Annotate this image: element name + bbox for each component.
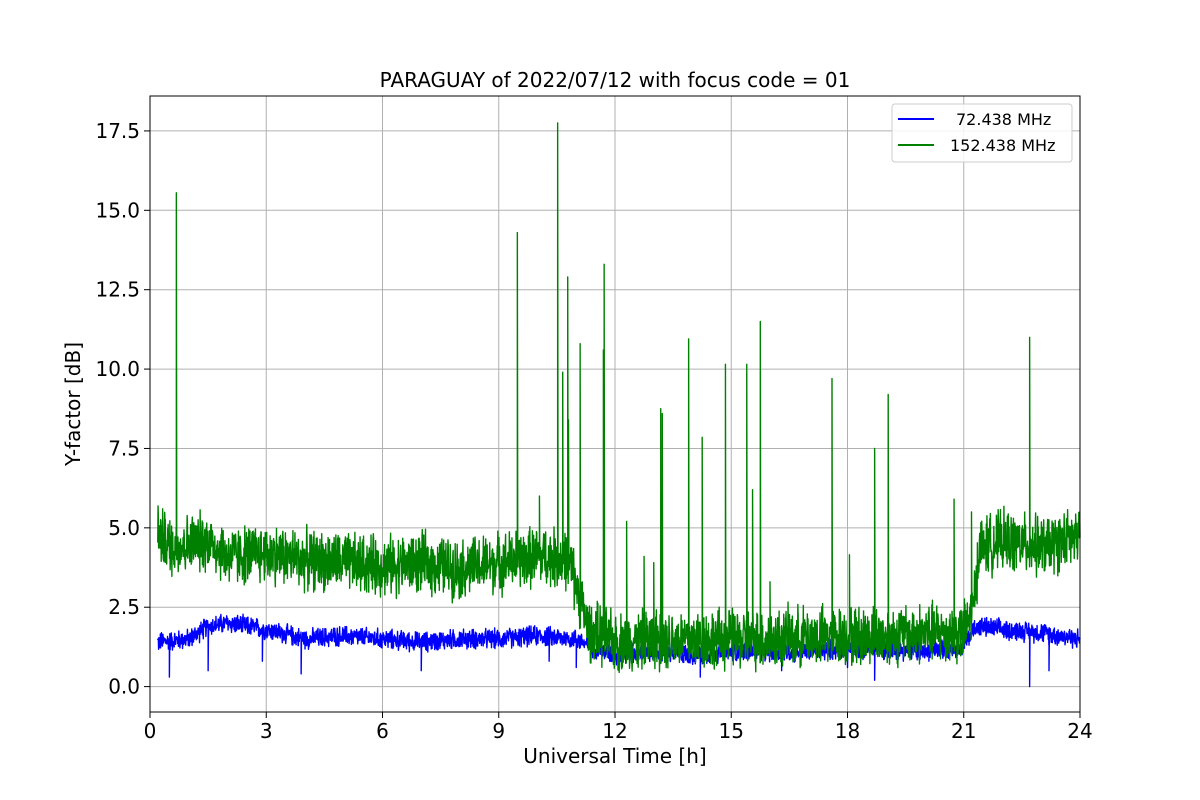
x-axis-ticks: 0 3 6 9 12 15 18 21 24 (144, 712, 1093, 743)
y-tick-label: 7.5 (108, 436, 140, 460)
y-tick-label: 10.0 (95, 357, 140, 381)
y-tick-label: 17.5 (95, 119, 140, 143)
y-tick-label: 15.0 (95, 198, 140, 222)
y-tick-label: 5.0 (108, 516, 140, 540)
x-tick-label: 12 (602, 719, 627, 743)
legend-label-152mhz: 152.438 MHz (950, 136, 1055, 155)
legend: 72.438 MHz 152.438 MHz (891, 103, 1073, 163)
x-tick-label: 18 (835, 719, 860, 743)
legend-box (891, 103, 1073, 163)
x-axis-label: Universal Time [h] (523, 744, 706, 768)
series-line-152mhz (157, 122, 1081, 674)
x-tick-label: 15 (719, 719, 744, 743)
y-tick-label: 2.5 (108, 595, 140, 619)
x-tick-label: 9 (492, 719, 505, 743)
x-tick-label: 24 (1067, 719, 1092, 743)
y-axis-label: Y-factor [dB] (61, 342, 85, 467)
y-tick-label: 0.0 (108, 675, 140, 699)
y-axis-ticks: 0.0 2.5 5.0 7.5 10.0 12.5 15.0 17.5 (95, 119, 150, 699)
x-tick-label: 0 (144, 719, 157, 743)
series-layer (157, 122, 1081, 688)
x-tick-label: 3 (260, 719, 273, 743)
chart-title: PARAGUAY of 2022/07/12 with focus code =… (380, 68, 851, 92)
x-tick-label: 6 (376, 719, 389, 743)
legend-label-72mhz: 72.438 MHz (956, 110, 1051, 129)
y-tick-label: 12.5 (95, 278, 140, 302)
x-tick-label: 21 (951, 719, 976, 743)
